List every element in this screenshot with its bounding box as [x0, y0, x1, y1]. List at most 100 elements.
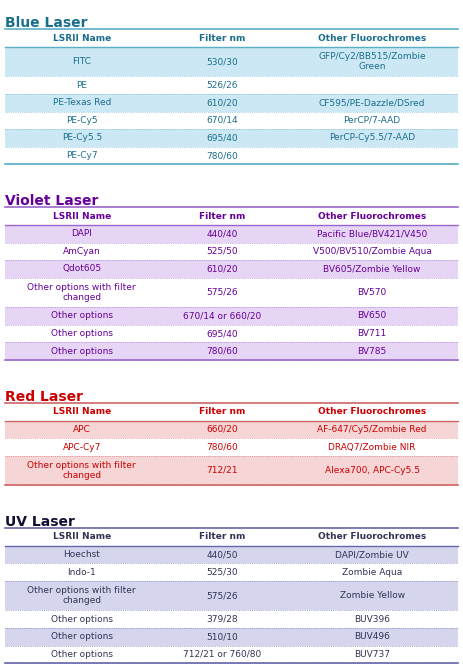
- Bar: [5, 207, 458, 225]
- Text: GFP/Cy2/BB515/Zombie
Green: GFP/Cy2/BB515/Zombie Green: [319, 52, 426, 71]
- Text: 610/20: 610/20: [206, 264, 238, 274]
- Text: Other options: Other options: [51, 632, 113, 641]
- Text: BV650: BV650: [357, 311, 387, 321]
- Bar: [5, 456, 458, 485]
- Bar: [5, 646, 458, 663]
- Bar: [5, 403, 458, 421]
- Text: Other Fluorochromes: Other Fluorochromes: [318, 533, 426, 541]
- Text: PE-Cy5.5: PE-Cy5.5: [62, 134, 102, 142]
- Text: LSRII Name: LSRII Name: [53, 34, 111, 43]
- Text: 525/50: 525/50: [206, 247, 238, 256]
- Text: BV711: BV711: [357, 329, 387, 338]
- Text: Other options with filter
changed: Other options with filter changed: [27, 586, 136, 605]
- Text: 780/60: 780/60: [206, 347, 238, 356]
- Text: 670/14 or 660/20: 670/14 or 660/20: [183, 311, 262, 321]
- Text: 526/26: 526/26: [206, 81, 238, 90]
- Text: 510/10: 510/10: [206, 632, 238, 641]
- Text: Filter nm: Filter nm: [199, 34, 245, 43]
- Text: PE-Cy5: PE-Cy5: [66, 116, 98, 125]
- Text: 440/40: 440/40: [207, 229, 238, 238]
- Text: Red Laser: Red Laser: [5, 390, 82, 404]
- Text: LSRII Name: LSRII Name: [53, 211, 111, 221]
- Text: Other Fluorochromes: Other Fluorochromes: [318, 34, 426, 43]
- Text: 695/40: 695/40: [206, 329, 238, 338]
- Text: 712/21 or 760/80: 712/21 or 760/80: [183, 650, 262, 659]
- Text: Other options with filter
changed: Other options with filter changed: [27, 461, 136, 480]
- Bar: [5, 546, 458, 564]
- Text: BUV737: BUV737: [354, 650, 390, 659]
- Bar: [5, 111, 458, 129]
- Text: UV Laser: UV Laser: [5, 515, 75, 529]
- Text: DAPI: DAPI: [71, 229, 92, 238]
- Text: Indo-1: Indo-1: [68, 568, 96, 576]
- Text: Other options: Other options: [51, 329, 113, 338]
- Text: 379/28: 379/28: [206, 615, 238, 623]
- Text: DRAQ7/Zombie NIR: DRAQ7/Zombie NIR: [328, 442, 416, 452]
- Text: LSRII Name: LSRII Name: [53, 407, 111, 416]
- Text: Other Fluorochromes: Other Fluorochromes: [318, 407, 426, 416]
- Bar: [5, 94, 458, 111]
- Text: 712/21: 712/21: [206, 466, 238, 475]
- Text: Filter nm: Filter nm: [199, 533, 245, 541]
- Text: 780/60: 780/60: [206, 151, 238, 160]
- Text: 610/20: 610/20: [206, 98, 238, 107]
- Text: 695/40: 695/40: [206, 134, 238, 142]
- Text: DAPI/Zombie UV: DAPI/Zombie UV: [335, 550, 409, 559]
- Text: Other Fluorochromes: Other Fluorochromes: [318, 211, 426, 221]
- Bar: [5, 30, 458, 47]
- Text: Zombie Yellow: Zombie Yellow: [339, 591, 405, 600]
- Text: BV605/Zombie Yellow: BV605/Zombie Yellow: [324, 264, 421, 274]
- Text: Other options: Other options: [51, 347, 113, 356]
- Bar: [5, 438, 458, 456]
- Bar: [5, 147, 458, 164]
- Bar: [5, 342, 458, 360]
- Text: 530/30: 530/30: [206, 57, 238, 66]
- Bar: [5, 243, 458, 260]
- Bar: [5, 47, 458, 76]
- Text: 670/14: 670/14: [206, 116, 238, 125]
- Text: Violet Laser: Violet Laser: [5, 195, 98, 208]
- Text: APC: APC: [73, 425, 91, 434]
- Text: LSRII Name: LSRII Name: [53, 533, 111, 541]
- Text: PerCP-Cy5.5/7-AAD: PerCP-Cy5.5/7-AAD: [329, 134, 415, 142]
- Text: 780/60: 780/60: [206, 442, 238, 452]
- Text: Zombie Aqua: Zombie Aqua: [342, 568, 402, 576]
- Bar: [5, 260, 458, 278]
- Text: 575/26: 575/26: [206, 591, 238, 600]
- Text: BUV496: BUV496: [354, 632, 390, 641]
- Text: Filter nm: Filter nm: [199, 211, 245, 221]
- Bar: [5, 581, 458, 611]
- Bar: [5, 528, 458, 546]
- Text: CF595/PE-Dazzle/DSred: CF595/PE-Dazzle/DSred: [319, 98, 425, 107]
- Text: PE-Texas Red: PE-Texas Red: [53, 98, 111, 107]
- Text: PerCP/7-AAD: PerCP/7-AAD: [344, 116, 400, 125]
- Text: 575/26: 575/26: [206, 288, 238, 297]
- Text: Filter nm: Filter nm: [199, 407, 245, 416]
- Text: AmCyan: AmCyan: [63, 247, 100, 256]
- Bar: [5, 325, 458, 342]
- Text: V500/BV510/Zombie Aqua: V500/BV510/Zombie Aqua: [313, 247, 432, 256]
- Text: Qdot605: Qdot605: [62, 264, 101, 274]
- Text: Pacific Blue/BV421/V450: Pacific Blue/BV421/V450: [317, 229, 427, 238]
- Text: BV785: BV785: [357, 347, 387, 356]
- Text: Other options with filter
changed: Other options with filter changed: [27, 282, 136, 302]
- Text: Other options: Other options: [51, 311, 113, 321]
- Bar: [5, 129, 458, 147]
- Text: AF-647/Cy5/Zombie Red: AF-647/Cy5/Zombie Red: [318, 425, 427, 434]
- Text: Other options: Other options: [51, 615, 113, 623]
- Text: 525/30: 525/30: [206, 568, 238, 576]
- Text: 660/20: 660/20: [206, 425, 238, 434]
- Text: PE-Cy7: PE-Cy7: [66, 151, 98, 160]
- Bar: [5, 628, 458, 646]
- Text: Alexa700, APC-Cy5.5: Alexa700, APC-Cy5.5: [325, 466, 419, 475]
- Bar: [5, 421, 458, 438]
- Bar: [5, 76, 458, 94]
- Bar: [5, 307, 458, 325]
- Text: Blue Laser: Blue Laser: [5, 16, 87, 30]
- Bar: [5, 611, 458, 628]
- Text: APC-Cy7: APC-Cy7: [63, 442, 101, 452]
- Text: BUV396: BUV396: [354, 615, 390, 623]
- Text: PE: PE: [76, 81, 87, 90]
- Text: Other options: Other options: [51, 650, 113, 659]
- Bar: [5, 278, 458, 307]
